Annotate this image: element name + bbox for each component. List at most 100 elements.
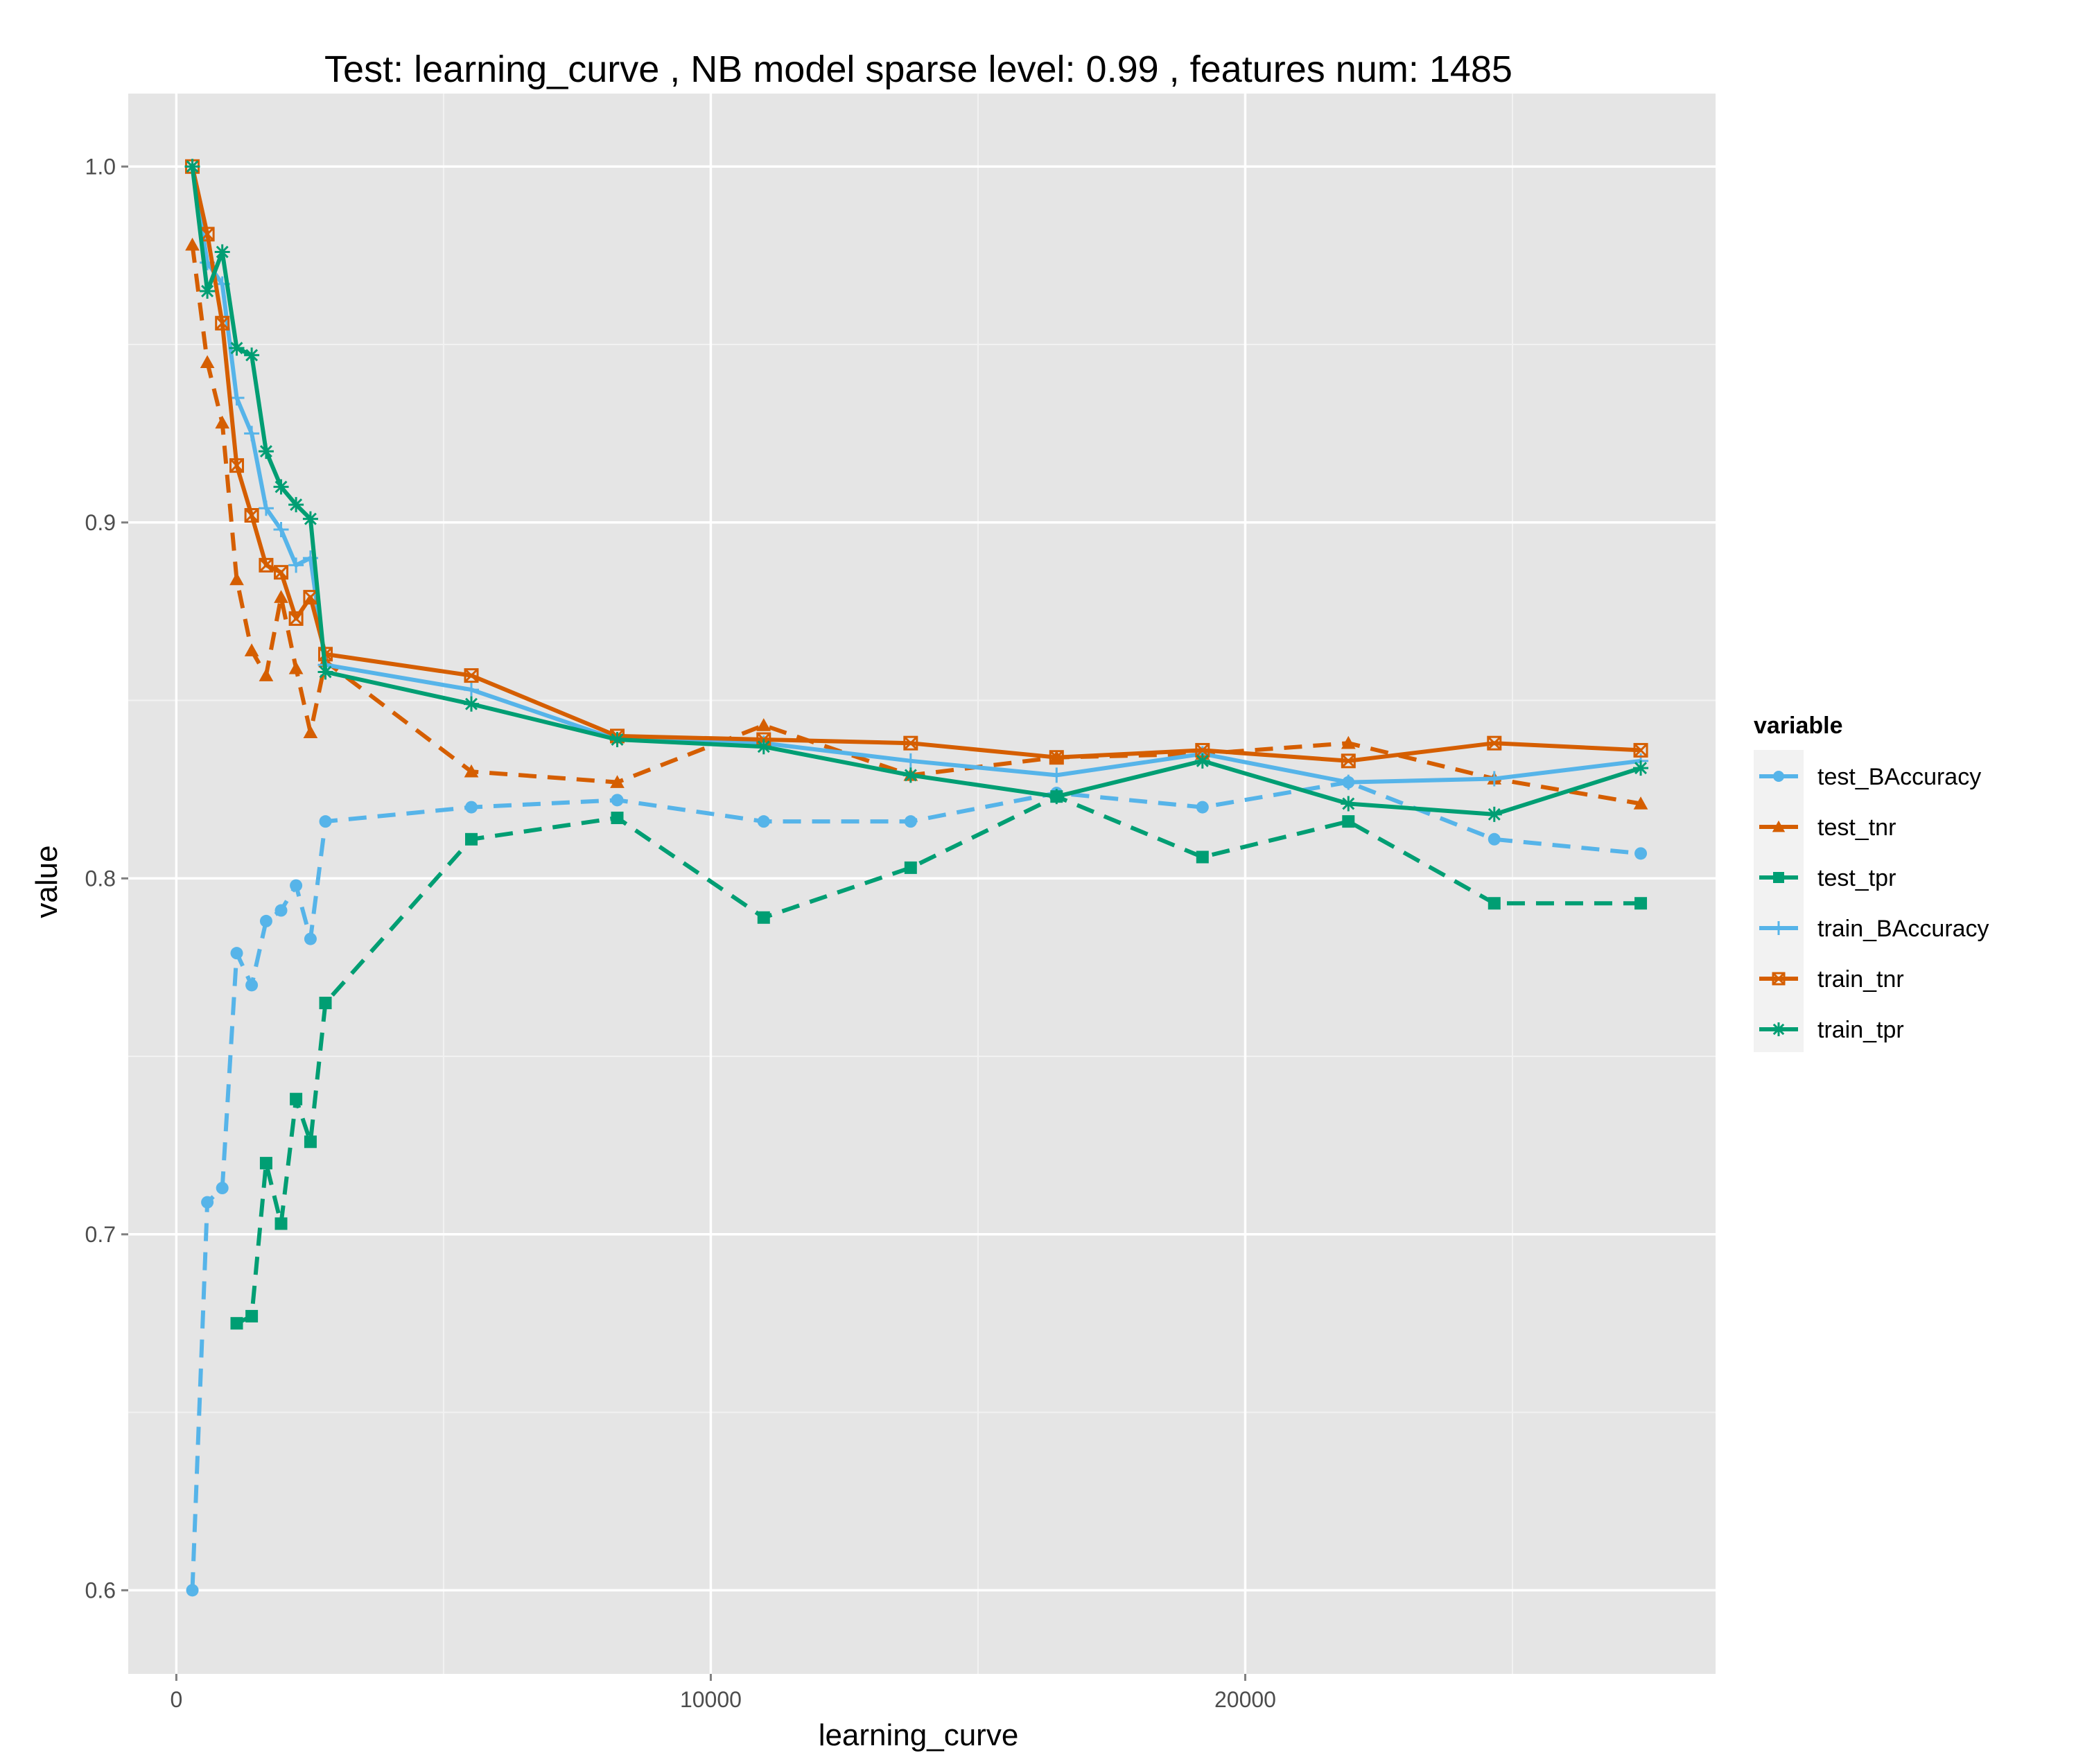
data-point-test_tnr [244,643,259,656]
data-point-test_tnr [259,668,274,681]
data-point-test_BAccuracy [904,815,917,828]
y-tick-label: 0.6 [85,1578,116,1603]
data-point-test_BAccuracy [319,815,332,828]
data-point-train_tpr [1486,806,1502,822]
data-point-test_tpr [319,997,332,1010]
series-line-test_tpr [236,794,1641,1325]
data-point-test_tpr [611,812,624,824]
data-point-train_BAccuracy [464,682,480,698]
data-point-train_tnr [1633,742,1648,758]
legend-swatch-marker [1772,921,1786,935]
data-point-test_tnr [215,415,230,429]
legend-key-background [1754,750,1804,1052]
series-train_tpr [184,159,1649,822]
data-point-train_tnr [244,508,259,523]
legend-label: test_tnr [1817,814,1896,841]
data-point-train_BAccuracy [273,522,289,538]
legend-swatch-marker [1772,820,1786,832]
data-point-test_BAccuracy [757,815,770,828]
data-point-train_tpr [1049,789,1065,805]
data-point-train_tnr [1195,742,1210,758]
data-point-test_tpr [1488,897,1501,910]
data-point-train_tnr [1341,753,1356,769]
legend-label: train_tnr [1817,966,1904,993]
x-axis-title: learning_curve [819,1718,1019,1752]
axes-layer: 0.6 0.7 0.8 0.9 1.0 0 10000 20000 [85,154,1276,1712]
data-point-train_tnr [229,458,245,473]
data-point-test_BAccuracy [465,801,478,814]
data-point-test_tpr [290,1092,303,1106]
legend-swatch-marker [1772,1022,1786,1036]
data-point-train_tpr [464,696,480,712]
data-point-test_BAccuracy [274,904,288,917]
legend-label: train_tpr [1817,1017,1904,1043]
y-axis-title: value [30,845,64,918]
data-point-train_tpr [302,511,318,527]
data-point-test_tnr [274,590,288,603]
data-point-test_tpr [904,861,917,874]
data-point-test_BAccuracy [245,979,259,992]
legend-items: test_BAccuracy test_tnr test_tpr train_BAcc… [1754,750,1989,1052]
grid-minor [128,94,1716,1674]
data-point-test_BAccuracy [201,1196,214,1209]
data-point-train_tpr [1633,760,1649,776]
data-point-test_tpr [1342,815,1355,828]
series-test_BAccuracy [186,776,1648,1597]
data-point-test_tpr [1634,897,1648,910]
legend-item-test_BAccuracy: test_BAccuracy [1759,764,1981,790]
data-point-test_tpr [465,832,478,846]
data-point-test_tpr [230,1317,243,1330]
data-point-train_tpr [244,347,260,363]
data-point-test_BAccuracy [1634,847,1648,860]
data-point-test_tnr [756,718,771,731]
data-point-train_tnr [274,565,289,580]
data-point-test_BAccuracy [304,932,317,945]
data-point-test_tnr [229,572,244,586]
data-point-train_BAccuracy [258,500,274,516]
data-point-train_tpr [184,159,200,175]
chart-title: Test: learning_curve , NB model sparse l… [324,49,1512,90]
data-point-train_tpr [317,664,333,680]
data-point-train_tpr [214,244,230,260]
y-tick-label: 1.0 [85,154,116,179]
legend-item-test_tnr: test_tnr [1759,814,1896,841]
data-point-test_BAccuracy [186,1584,199,1597]
data-point-train_tnr [215,315,230,331]
data-point-test_tnr [464,764,479,778]
series-layer [184,159,1649,1597]
data-point-train_BAccuracy [244,426,260,442]
data-point-train_BAccuracy [288,557,304,573]
data-point-train_tnr [1049,750,1064,765]
y-tick-label: 0.9 [85,510,116,535]
data-point-train_tpr [902,767,918,783]
plot-panel [128,94,1716,1674]
legend-title: variable [1754,713,1843,739]
data-point-test_tnr [303,725,318,739]
data-point-train_BAccuracy [1486,771,1502,787]
legend-item-train_tpr: train_tpr [1759,1017,1904,1043]
x-tick-label: 10000 [680,1687,742,1712]
legend-label: test_BAccuracy [1817,764,1981,790]
data-point-test_BAccuracy [230,947,243,960]
data-point-test_tpr [245,1309,259,1322]
data-point-test_BAccuracy [216,1182,229,1195]
x-tick-label: 20000 [1214,1687,1276,1712]
series-test_tpr [230,790,1648,1330]
data-point-train_tpr [1341,796,1357,812]
data-point-train_tpr [229,340,245,356]
data-point-test_tnr [1633,796,1648,810]
legend: variable test_BAccuracy test_tnr test_tprt… [1754,713,1989,1052]
y-tick-label: 0.7 [85,1222,116,1247]
data-point-test_tpr [1196,850,1209,864]
data-point-test_tnr [610,775,625,788]
data-point-train_BAccuracy [1049,767,1065,783]
data-point-test_tpr [259,1157,272,1170]
data-point-train_BAccuracy [902,753,918,769]
data-point-train_tnr [464,668,479,683]
data-point-test_tnr [185,237,200,251]
data-point-train_tpr [609,732,625,748]
data-point-train_tpr [258,444,274,460]
legend-label: test_tpr [1817,865,1896,891]
data-point-test_tnr [200,355,215,368]
